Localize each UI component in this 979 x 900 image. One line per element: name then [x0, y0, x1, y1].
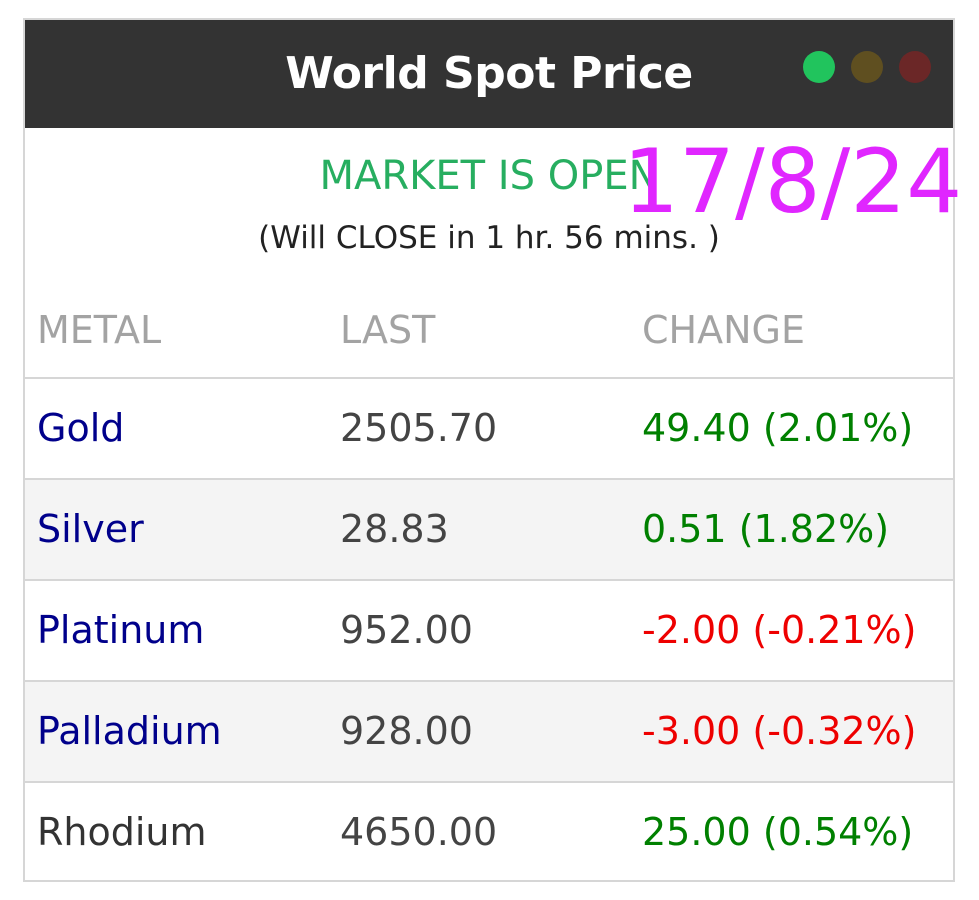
metal-name[interactable]: Palladium: [37, 709, 222, 753]
close-countdown: (Will CLOSE in 1 hr. 56 mins. ): [258, 220, 720, 256]
price-change: 0.51 (1.82%): [642, 507, 890, 551]
table-row: Platinum 952.00 -2.00 (-0.21%): [25, 579, 953, 680]
price-change: -3.00 (-0.32%): [642, 709, 917, 753]
header-bar: World Spot Price: [25, 20, 953, 128]
metal-name[interactable]: Platinum: [37, 608, 205, 652]
metal-name[interactable]: Silver: [37, 507, 144, 551]
table-row: Rhodium 4650.00 25.00 (0.54%): [25, 781, 953, 882]
green-dot-icon: [803, 51, 835, 83]
table-row: Gold 2505.70 49.40 (2.01%): [25, 377, 953, 478]
last-price: 28.83: [340, 507, 449, 551]
price-change: 49.40 (2.01%): [642, 406, 914, 450]
table-row: Palladium 928.00 -3.00 (-0.32%): [25, 680, 953, 781]
last-price: 952.00: [340, 608, 473, 652]
widget-title: World Spot Price: [285, 48, 693, 99]
metal-name[interactable]: Gold: [37, 406, 125, 450]
last-price: 928.00: [340, 709, 473, 753]
column-header-metal: METAL: [37, 308, 162, 352]
table-row: Silver 28.83 0.51 (1.82%): [25, 478, 953, 579]
price-change: -2.00 (-0.21%): [642, 608, 917, 652]
column-header-last: LAST: [340, 308, 436, 352]
spot-price-widget: World Spot Price MARKET IS OPEN (Will CL…: [23, 18, 962, 882]
maroon-dot-icon: [899, 51, 931, 83]
price-change: 25.00 (0.54%): [642, 810, 914, 854]
metal-name[interactable]: Rhodium: [37, 810, 207, 854]
olive-dot-icon: [851, 51, 883, 83]
last-price: 2505.70: [340, 406, 498, 450]
date-stamp: 17/8/24: [623, 130, 963, 233]
column-header-change: CHANGE: [642, 308, 805, 352]
market-status: MARKET IS OPEN: [319, 153, 659, 199]
last-price: 4650.00: [340, 810, 498, 854]
